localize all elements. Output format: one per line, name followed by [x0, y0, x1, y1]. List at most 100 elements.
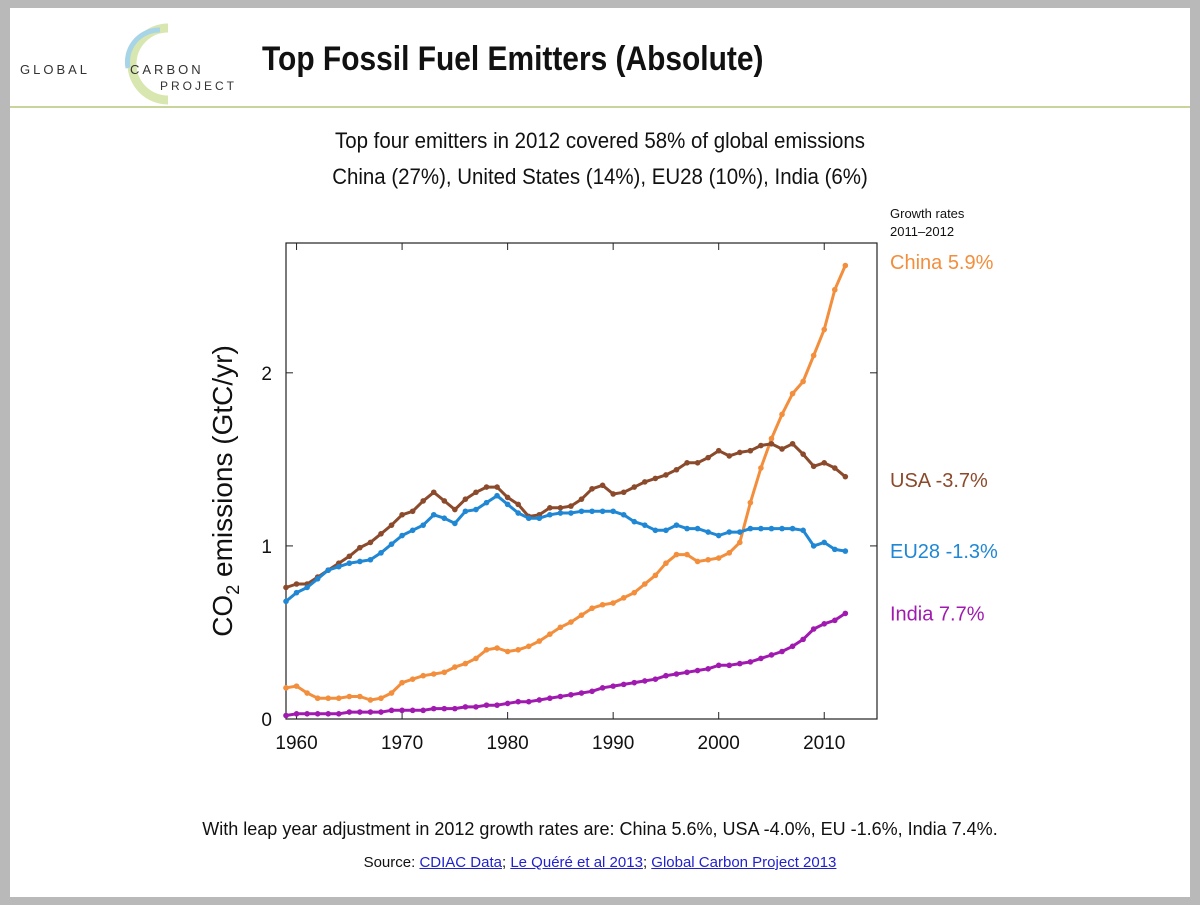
data-point-china	[652, 572, 659, 579]
data-point-china	[578, 612, 585, 618]
data-point-india	[620, 681, 627, 688]
x-tick-label: 1990	[592, 733, 634, 754]
data-point-usa	[631, 484, 638, 490]
data-point-usa	[673, 466, 680, 473]
y-tick-label: 1	[261, 537, 272, 558]
data-point-china	[737, 539, 743, 546]
data-point-india	[283, 712, 289, 719]
data-point-india	[768, 652, 775, 658]
data-point-eu28	[283, 598, 289, 605]
data-point-usa	[779, 446, 785, 452]
data-point-eu28	[525, 515, 532, 522]
source-label: Source:	[363, 854, 416, 871]
data-point-india	[536, 697, 543, 703]
data-point-india	[304, 711, 310, 717]
data-point-china	[430, 671, 437, 677]
data-point-china	[314, 695, 321, 702]
data-point-china	[715, 555, 722, 561]
data-point-india	[515, 698, 521, 705]
cdiac-data-link[interactable]: CDIAC Data	[419, 854, 502, 871]
data-point-usa	[578, 496, 585, 502]
data-point-usa	[357, 544, 363, 551]
data-point-china	[631, 589, 638, 596]
data-point-eu28	[367, 556, 374, 563]
data-point-china	[441, 669, 448, 676]
data-point-india	[715, 662, 722, 669]
data-point-china	[357, 693, 363, 700]
data-point-india	[831, 617, 838, 624]
data-point-india	[367, 709, 374, 715]
data-point-india	[747, 659, 754, 665]
data-point-usa	[715, 447, 722, 454]
data-point-eu28	[293, 589, 300, 596]
data-point-eu28	[705, 529, 711, 535]
data-point-china	[684, 551, 690, 558]
data-point-india	[399, 707, 405, 714]
data-point-eu28	[737, 529, 743, 535]
data-point-usa	[821, 460, 828, 466]
data-point-eu28	[515, 510, 521, 516]
data-point-eu28	[673, 522, 680, 528]
data-point-usa	[694, 460, 701, 466]
data-point-china	[473, 655, 479, 662]
data-point-usa	[663, 472, 669, 478]
data-point-usa	[610, 491, 616, 497]
data-point-china	[388, 690, 395, 696]
data-point-usa	[684, 460, 690, 466]
data-point-usa	[599, 482, 606, 489]
data-point-china	[536, 638, 543, 644]
data-point-india	[589, 688, 595, 695]
data-point-india	[452, 705, 458, 712]
data-point-eu28	[663, 527, 669, 534]
series-line-china	[285, 264, 847, 702]
data-point-india	[610, 683, 616, 689]
data-point-china	[304, 690, 310, 696]
data-point-eu28	[335, 563, 342, 570]
data-point-eu28	[420, 522, 426, 528]
data-point-india	[483, 702, 490, 708]
data-point-china	[325, 695, 332, 702]
leap-year-note: With leap year adjustment in 2012 growth…	[202, 819, 998, 839]
data-point-india	[409, 707, 416, 714]
data-point-china	[599, 601, 606, 608]
gcp-2013-link[interactable]: Global Carbon Project 2013	[651, 854, 837, 871]
global-carbon-project-logo: GLOBAL CARBON PROJECT	[18, 16, 244, 108]
data-point-india	[314, 711, 321, 717]
series-label-china: China 5.9%	[890, 252, 994, 274]
growth-rates-period: 2011–2012	[890, 224, 954, 239]
data-point-china	[800, 378, 806, 385]
data-point-eu28	[504, 501, 511, 508]
data-point-usa	[557, 505, 564, 511]
data-point-eu28	[568, 510, 574, 516]
data-point-china	[293, 683, 300, 689]
data-point-india	[631, 679, 638, 686]
data-point-usa	[568, 503, 574, 509]
data-point-india	[673, 671, 680, 677]
growth-rates-header: Growth rates	[890, 206, 965, 221]
data-point-india	[779, 648, 785, 655]
data-point-eu28	[314, 575, 321, 582]
data-point-china	[378, 695, 384, 702]
data-point-usa	[620, 489, 627, 496]
data-point-eu28	[536, 515, 543, 522]
le-quere-link[interactable]: Le Quéré et al 2013	[510, 854, 643, 871]
data-point-eu28	[304, 584, 310, 591]
data-point-eu28	[684, 525, 690, 532]
data-point-eu28	[388, 541, 395, 547]
data-point-usa	[409, 508, 416, 515]
data-point-eu28	[715, 532, 722, 539]
data-point-eu28	[452, 520, 458, 527]
data-point-india	[800, 636, 806, 643]
data-point-china	[504, 648, 511, 655]
subtitle-line-2: China (27%), United States (14%), EU28 (…	[332, 164, 868, 189]
data-point-india	[557, 693, 564, 700]
data-point-usa	[737, 449, 743, 456]
data-point-china	[694, 558, 701, 565]
data-point-eu28	[842, 548, 849, 554]
data-point-india	[325, 711, 332, 717]
data-point-china	[842, 262, 849, 269]
plot-frame	[285, 242, 878, 720]
logo-arc-icon	[124, 23, 169, 105]
data-point-china	[589, 605, 595, 612]
